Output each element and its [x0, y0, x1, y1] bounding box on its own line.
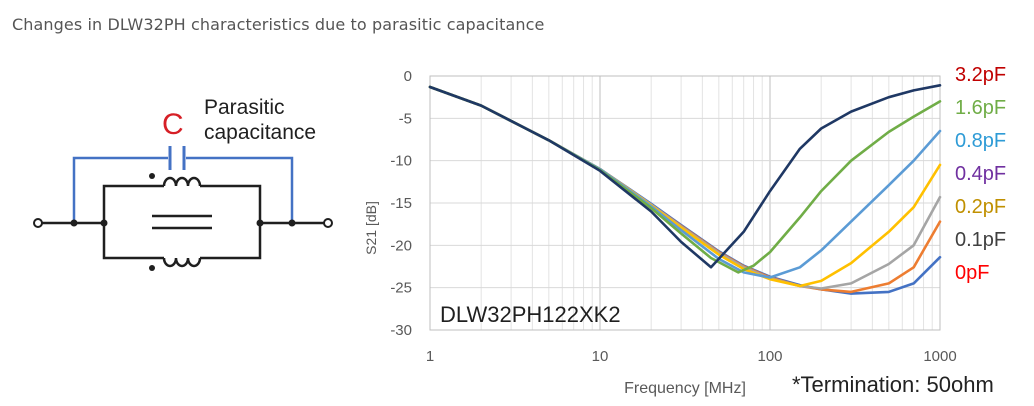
y-tick-label: -20 [390, 237, 412, 254]
plot-frame [429, 75, 941, 331]
legend-entry: 0.4pF [955, 163, 1006, 185]
axis-ticks: 0 -5 -10 -15 -20 -25 -30 1 10 100 1000 [390, 68, 956, 365]
y-tick-label: -25 [390, 280, 412, 297]
series-line-3_2pF [428, 84, 942, 269]
legend-entry: 1.6pF [955, 97, 1006, 119]
x-tick-label: 1000 [923, 348, 956, 365]
y-axis-label: S21 [dB] [363, 201, 379, 255]
x-tick-label: 100 [757, 348, 782, 365]
legend-entry: 3.2pF [955, 64, 1006, 86]
page-title: Changes in DLW32PH characteristics due t… [12, 15, 545, 34]
series-line-0_4pF [428, 85, 942, 288]
common-mode-choke-icon [152, 176, 212, 268]
y-tick-label: -10 [390, 153, 412, 170]
y-tick-label: -15 [390, 195, 412, 212]
x-tick-label: 10 [592, 348, 609, 365]
part-number-annotation: DLW32PH122XK2 [440, 302, 621, 327]
termination-note: *Termination: 50ohm [792, 372, 994, 397]
series-lines [428, 84, 942, 295]
series-line-0_8pF [428, 85, 942, 279]
x-axis-label: Frequency [MHz] [624, 380, 746, 397]
x-tick-label: 1 [426, 348, 434, 365]
capacitor-icon [168, 146, 186, 170]
parasitic-label-line1: Parasitic [204, 96, 285, 119]
capacitor-wires [72, 156, 294, 223]
legend-entry: 0.1pF [955, 229, 1006, 251]
terminal-icons [33, 218, 333, 228]
legend-entry: 0.2pF [955, 196, 1006, 218]
y-tick-label: 0 [404, 68, 412, 85]
legend: 3.2pF 1.6pF 0.8pF 0.4pF 0.2pF 0.1pF 0pF [955, 64, 1006, 284]
polarity-dots [149, 173, 155, 271]
circuit-schematic: C Parasitic capacitance [33, 96, 333, 271]
legend-entry: 0.8pF [955, 130, 1006, 152]
junction-dots [70, 219, 296, 227]
capacitor-symbol: C [162, 108, 184, 141]
grid [429, 75, 941, 331]
legend-entry: 0pF [955, 262, 989, 284]
parasitic-label-line2: capacitance [204, 121, 316, 144]
y-tick-label: -5 [399, 110, 412, 127]
y-tick-label: -30 [390, 322, 412, 339]
